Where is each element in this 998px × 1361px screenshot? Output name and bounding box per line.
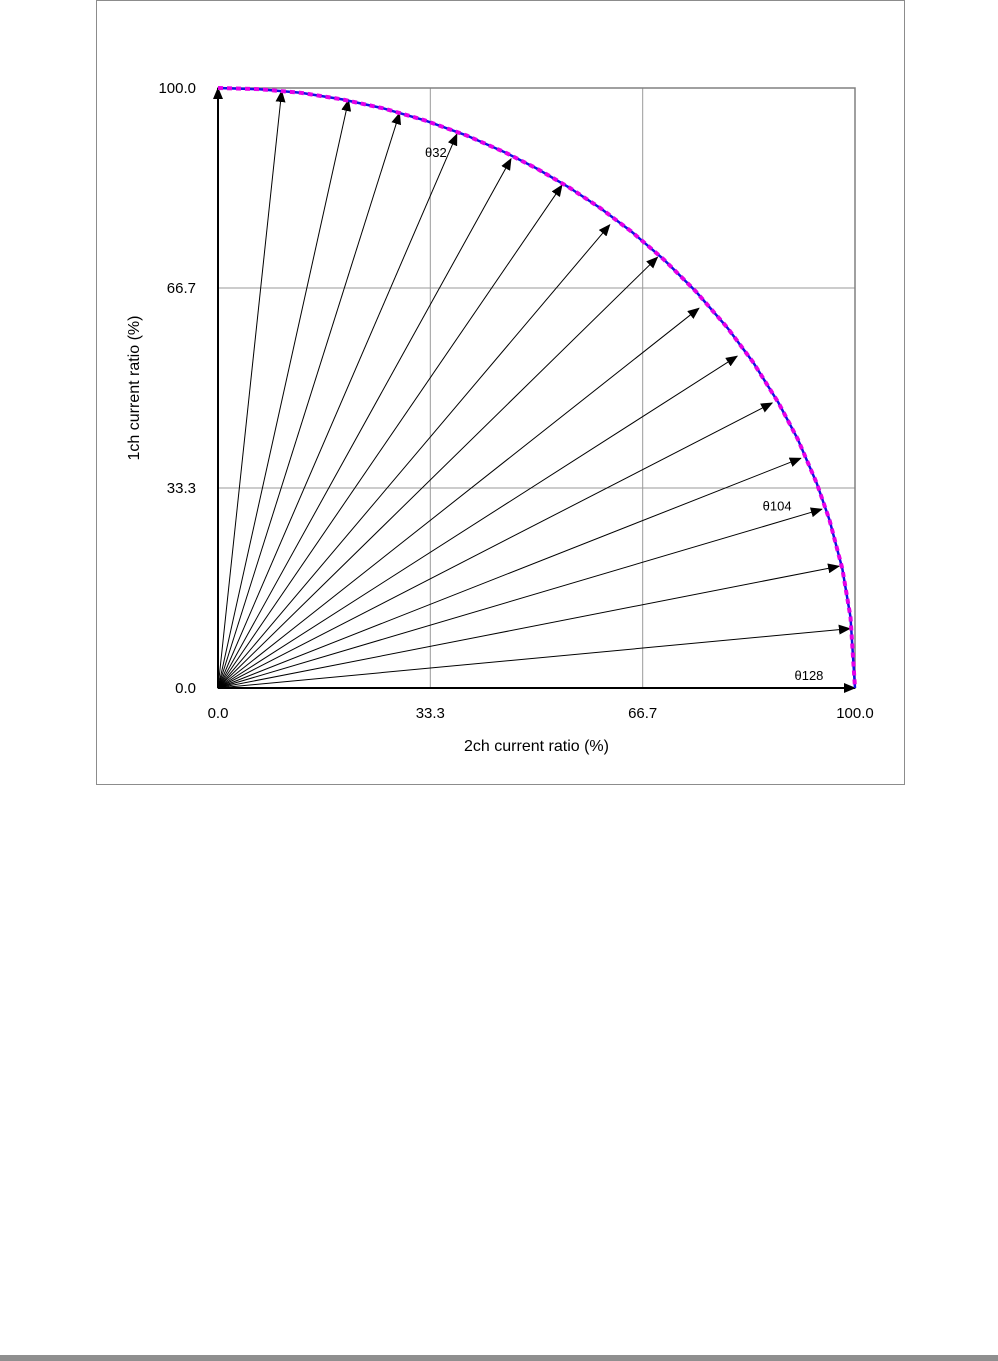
y-tick-label: 0.0 xyxy=(175,680,196,697)
vector-arrow xyxy=(217,112,401,689)
figure-frame xyxy=(96,0,905,785)
vector-arrow xyxy=(217,402,774,689)
vector-arrow xyxy=(217,256,659,689)
vector-arrow xyxy=(217,99,352,689)
x-tick-label: 100.0 xyxy=(836,705,874,722)
vector-arrow xyxy=(217,355,738,689)
x-tick-label: 33.3 xyxy=(416,705,445,722)
vector-arrow xyxy=(217,133,458,689)
x-tick-label: 0.0 xyxy=(208,705,229,722)
vector-arrow xyxy=(217,624,851,689)
x-axis-label: 2ch current ratio (%) xyxy=(464,738,609,755)
vector-arrow xyxy=(217,457,802,689)
series xyxy=(217,86,857,689)
y-tick-label: 33.3 xyxy=(167,480,196,497)
vector-arrow xyxy=(217,184,563,689)
y-tick-label: 100.0 xyxy=(158,80,196,97)
series-dashed-curve xyxy=(217,86,857,689)
x-tick-label: 66.7 xyxy=(628,705,657,722)
grid xyxy=(218,88,855,688)
x-tick-labels: 0.0 33.3 66.7 100.0 xyxy=(208,705,874,722)
angle-annotation: θ128 xyxy=(794,668,823,683)
annotations: θ32 θ104 θ128 xyxy=(425,145,823,683)
angle-annotation: θ32 xyxy=(425,145,447,160)
series-solid-curve xyxy=(217,86,857,689)
vector-arrow xyxy=(217,507,823,689)
y-tick-labels: 0.0 33.3 66.7 100.0 xyxy=(158,80,196,697)
vector-arrows xyxy=(213,87,856,693)
chart: 0.0 33.3 66.7 100.0 0.0 33.3 66.7 100.0 2ch cu… xyxy=(126,80,874,755)
vector-arrow xyxy=(217,90,286,689)
angle-annotation: θ104 xyxy=(763,498,792,513)
page-footer-bar xyxy=(0,1355,998,1361)
vector-arrow xyxy=(217,307,700,689)
plot-area-border xyxy=(217,87,856,689)
vector-arrow xyxy=(217,563,841,689)
y-axis-label: 1ch current ratio (%) xyxy=(126,316,143,461)
vector-arrow xyxy=(217,224,611,689)
y-tick-label: 66.7 xyxy=(167,280,196,297)
vector-arrow xyxy=(217,157,512,689)
